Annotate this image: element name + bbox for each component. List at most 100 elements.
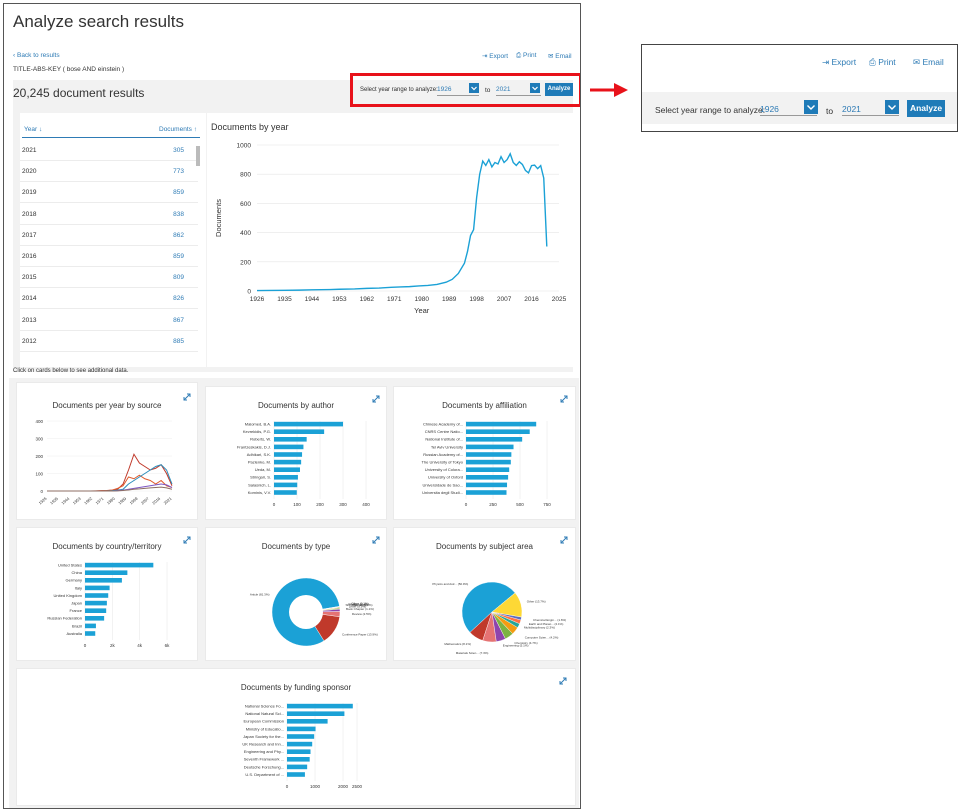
y-tick-label: 400 [35, 419, 43, 424]
documents-cell[interactable]: 826 [173, 295, 184, 303]
documents-cell[interactable]: 305 [173, 147, 184, 154]
by-year-title: Documents by year [211, 122, 289, 132]
year-cell: 2015 [22, 274, 37, 282]
x-tick-label: 1989 [442, 296, 457, 303]
year-to-select[interactable]: 2021 [496, 86, 541, 96]
documents-cell[interactable]: 859 [173, 253, 184, 260]
documents-cell[interactable]: 773 [173, 168, 184, 176]
series-line [47, 474, 173, 492]
bar [274, 421, 343, 427]
zoom-range-bg [642, 92, 957, 124]
x-tick-label: 1998 [129, 495, 140, 505]
analyze-button[interactable]: Analyze [907, 100, 945, 117]
sort-down-icon: ↓ [38, 126, 43, 133]
expand-icon[interactable] [183, 536, 191, 544]
table-row[interactable]: 2021 305 [20, 140, 198, 161]
category-label: Stringari, S. [250, 475, 271, 480]
year-from-dropdown[interactable] [804, 100, 818, 114]
export-button[interactable]: ⇥ Export [822, 57, 857, 67]
expand-icon[interactable] [372, 536, 380, 544]
year-from-dropdown[interactable] [469, 83, 479, 93]
bar [466, 437, 523, 442]
documents-by-year-chart: 0 200 400 600 800 1000 1926 1935 1944 1953 1962 197… [214, 143, 567, 316]
expand-icon[interactable] [183, 393, 191, 401]
table-scrollbar[interactable] [196, 146, 200, 166]
documents-cell[interactable]: 838 [173, 210, 184, 218]
table-row[interactable]: 2013 867 [20, 310, 198, 331]
year-column-header[interactable]: Year ↓ [24, 126, 43, 133]
documents-cell[interactable]: 885 [173, 337, 184, 345]
email-button[interactable]: ✉ Email [548, 53, 572, 60]
table-row[interactable]: 2017 862 [20, 225, 198, 246]
x-tick-label: 0 [286, 784, 289, 789]
documents-cell[interactable]: 867 [173, 316, 184, 324]
export-button[interactable]: ⇥ Export [482, 53, 509, 60]
bar [85, 623, 96, 629]
back-to-results-link[interactable]: ‹ Back to results [13, 52, 60, 59]
bar [85, 585, 110, 591]
category-label: CNRS Centre Natio... [425, 429, 463, 434]
bar [287, 734, 315, 739]
source-card[interactable]: Documents per year by source 0 100 200 300 4… [16, 382, 198, 520]
documents-column-header[interactable]: Documents ↑ [159, 126, 197, 133]
bar [466, 444, 514, 450]
table-row[interactable]: 2020 773 [20, 161, 198, 183]
y-tick-label: 100 [35, 472, 43, 477]
x-tick-label: 1935 [49, 495, 60, 505]
print-button[interactable]: ⎙ Print [516, 52, 537, 59]
category-label: Frantzeskakis, D.J. [237, 444, 271, 449]
bar [287, 764, 308, 770]
country-card[interactable]: Documents by country/territory 0 2k 4k 6k Un… [16, 527, 198, 661]
affiliation-card[interactable]: Documents by affiliation 0 250 500 750 Chine… [393, 386, 576, 520]
category-label: Tel Aviv University [431, 444, 463, 449]
documents-cell[interactable]: 859 [173, 189, 184, 197]
year-from-select[interactable]: 1926 [760, 104, 817, 116]
expand-icon[interactable] [560, 536, 568, 544]
x-tick-label: 2500 [352, 784, 363, 789]
documents-cell[interactable]: 809 [173, 274, 184, 282]
category-label: Deutsche Forschung... [244, 764, 284, 769]
expand-icon[interactable] [559, 677, 567, 685]
x-tick-label: 1944 [305, 296, 320, 303]
year-from-select[interactable]: 1926 [437, 86, 479, 96]
type-card[interactable]: Documents by type Article (81.3%) Confere… [205, 527, 387, 661]
year-cell: 2017 [22, 231, 37, 239]
header-divider [22, 137, 200, 138]
table-row[interactable]: 2019 859 [20, 182, 198, 204]
slice-label: Review (2.5%) [352, 612, 372, 616]
print-button[interactable]: ⎙ Print [869, 57, 896, 67]
table-row[interactable]: 2014 826 [20, 288, 198, 310]
year-to-dropdown[interactable] [530, 83, 540, 93]
x-tick-label: 1998 [469, 296, 484, 303]
table-row[interactable]: 2015 809 [20, 267, 198, 289]
expand-icon[interactable] [372, 395, 380, 403]
analyze-button[interactable]: Analyze [545, 83, 573, 96]
to-label: to [485, 87, 491, 94]
year-to-dropdown[interactable] [885, 100, 899, 114]
table-row[interactable]: 2012 885 [20, 331, 198, 352]
slice-label: Engineering (5.1%) [503, 643, 529, 647]
category-label: University of Colora... [425, 467, 463, 472]
bar [274, 482, 298, 488]
table-row[interactable]: 2018 838 [20, 204, 198, 225]
subject-chart: Physics and Astr... (50.9%) Mathematics (… [432, 581, 566, 655]
year-to-select[interactable]: 2021 [842, 104, 899, 116]
documents-cell[interactable]: 862 [173, 231, 184, 239]
slice-label: Chemistry (4.7%) [514, 641, 537, 645]
subject-card[interactable]: Documents by subject area Physics and As… [393, 527, 576, 661]
category-label: University of Oxford [428, 475, 463, 480]
email-button[interactable]: ✉ Email [913, 57, 944, 67]
x-tick-label: 2025 [552, 296, 567, 303]
table-row[interactable]: 2016 859 [20, 246, 198, 267]
author-card[interactable]: Documents by author 0 100 200 300 400 Malomed… [205, 386, 387, 520]
export-icon: ⇥ [822, 57, 830, 67]
expand-icon[interactable] [560, 395, 568, 403]
category-label: China [72, 570, 83, 575]
bar [274, 429, 325, 434]
category-label: Kevrekidis, P.G. [243, 429, 271, 434]
year-cell: 2018 [22, 210, 37, 218]
documents-by-year-card[interactable]: Documents by year 0 200 400 600 800 1000 1926 1… [207, 113, 573, 367]
funding-card[interactable]: Documents by funding sponsor 0 1000 2000 25… [16, 668, 576, 806]
search-query: TITLE-ABS-KEY ( bose AND einstein ) [13, 66, 125, 73]
x-tick-label: 200 [316, 502, 324, 507]
